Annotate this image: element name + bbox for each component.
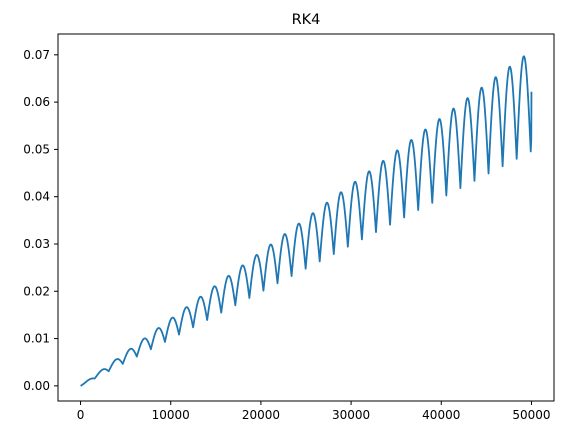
y-tick-label: 0.07 — [23, 48, 50, 62]
y-tick-label: 0.02 — [23, 284, 50, 298]
y-axis: 0.00 0.01 0.02 0.03 0.04 0.05 0.06 0.07 — [23, 48, 58, 393]
y-tick-label: 0.06 — [23, 95, 50, 109]
x-tick-label: 0 — [77, 408, 85, 422]
x-tick-label: 30000 — [332, 408, 370, 422]
y-tick-label: 0.03 — [23, 237, 50, 251]
y-tick-label: 0.01 — [23, 332, 50, 346]
x-tick-label: 10000 — [152, 408, 190, 422]
axes-frame — [57, 33, 555, 402]
y-tick-label: 0.00 — [23, 379, 50, 393]
x-tick-label: 20000 — [242, 408, 280, 422]
plot-area: 0 10000 20000 30000 40000 50000 0.000.010.020… — [23, 33, 555, 422]
series-line — [79, 55, 533, 387]
y-tick-label: 0.05 — [23, 142, 50, 156]
chart-title: RK4 — [292, 12, 321, 28]
x-tick-label: 50000 — [512, 408, 550, 422]
x-tick-label: 40000 — [422, 408, 460, 422]
x-axis: 0 10000 20000 30000 40000 50000 — [77, 401, 551, 422]
y-tick-label: 0.04 — [23, 190, 50, 204]
